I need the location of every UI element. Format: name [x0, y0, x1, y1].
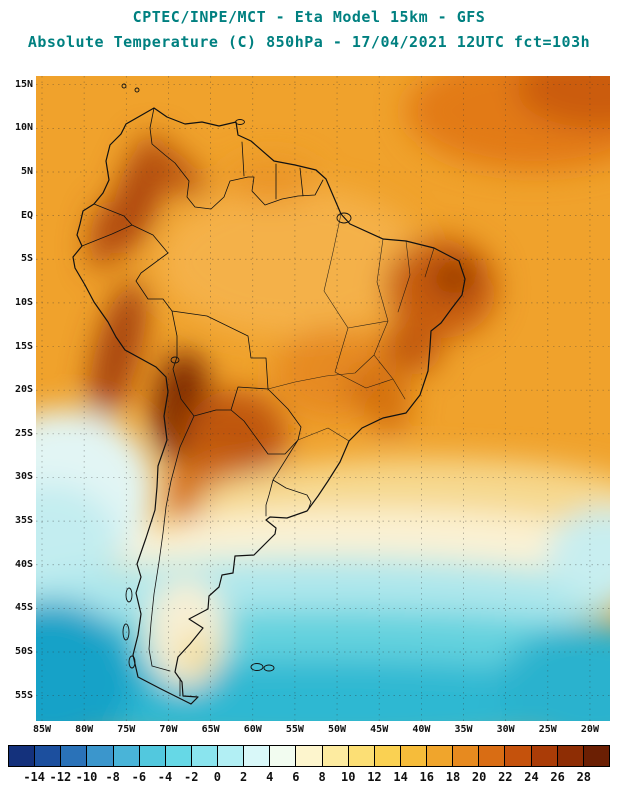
lat-tick-label: 55S — [14, 689, 33, 701]
lake-titicaca — [170, 356, 180, 364]
colorbar-tick-label: -10 — [75, 770, 98, 784]
lon-tick-label: 50W — [328, 724, 347, 735]
grid-lines-horizontal — [36, 84, 610, 697]
colorbar-tick-labels: -14 -12 -10 -8 -6 -4 -2 0 2 4 6 8 10 12 14 16 18 20 22 24 26… — [8, 770, 610, 785]
colorbar-tick-label: 18 — [445, 770, 461, 784]
colorbar-cell — [322, 746, 349, 766]
colorbar-cell — [270, 746, 297, 766]
lon-tick-label: 20W — [580, 724, 599, 735]
colorbar-tick-label: 6 — [292, 770, 300, 784]
lon-tick-label: 30W — [496, 724, 515, 735]
colorbar-tick-label: 24 — [524, 770, 539, 784]
lon-tick-label: 65W — [201, 724, 220, 735]
colorbar-tick-label: 0 — [213, 770, 222, 784]
island-falkland-east — [263, 664, 275, 672]
lon-tick-label: 25W — [538, 724, 557, 735]
lat-tick-label: 15S — [14, 340, 33, 352]
colorbar-tick-label: -4 — [157, 770, 173, 784]
lat-tick-label: 25S — [14, 427, 33, 439]
lat-tick-label: 5S — [20, 253, 33, 265]
lat-tick-label: EQ — [20, 209, 33, 221]
lat-tick-label: 10N — [14, 122, 33, 134]
colorbar-cell — [557, 746, 584, 766]
lon-tick-label: 55W — [285, 724, 304, 735]
colorbar-tick-label: 20 — [471, 770, 487, 784]
lon-tick-label: 40W — [412, 724, 431, 735]
colorbar-cell — [191, 746, 218, 766]
island-patagonia-archipelago-1 — [122, 623, 130, 641]
coastline-path — [72, 107, 466, 705]
islands — [121, 83, 352, 672]
colorbar-tick-label: -8 — [105, 770, 120, 784]
temperature-shading — [36, 76, 610, 721]
colorbar-cell — [479, 746, 506, 766]
island-caribbean-2 — [134, 87, 140, 93]
state-borders-path — [267, 213, 435, 442]
island-falkland-west — [250, 663, 264, 671]
colorbar-tick-label: -2 — [183, 770, 199, 784]
lat-tick-label: 10S — [14, 296, 33, 308]
lon-tick-label: 45W — [370, 724, 389, 735]
colorbar-cell — [218, 746, 245, 766]
colorbar-tick-label: 8 — [318, 770, 326, 784]
lat-tick-label: 5N — [20, 165, 33, 177]
colorbar-tick-label: -12 — [49, 770, 72, 784]
plot-titles: CPTEC/INPE/MCT - Eta Model 15km - GFS Ab… — [0, 8, 618, 51]
colorbar-tick-label: 28 — [576, 770, 592, 784]
colorbar-cell — [61, 746, 88, 766]
colorbar-tick-label: 22 — [498, 770, 513, 784]
lon-tick-label: 85W — [32, 724, 52, 735]
lat-tick-label: 35S — [14, 515, 33, 527]
lat-tick-label: 30S — [14, 471, 33, 483]
colorbar-cell — [9, 746, 36, 766]
colorbar-tick-label: 4 — [266, 770, 274, 784]
colorbar-cell — [505, 746, 532, 766]
colorbar-cell — [296, 746, 323, 766]
colorbar-cell — [113, 746, 140, 766]
temperature-colorbar — [8, 745, 610, 767]
colorbar-cell — [348, 746, 375, 766]
lat-tick-label: 20S — [14, 384, 33, 396]
colorbar-cell — [453, 746, 480, 766]
lon-tick-label: 35W — [454, 724, 473, 735]
colorbar-cell — [374, 746, 401, 766]
south-america-temperature-map — [36, 76, 610, 721]
lon-tick-label: 60W — [243, 724, 262, 735]
island-trinidad — [235, 119, 245, 125]
title-variable-line: Absolute Temperature (C) 850hPa - 17/04/… — [27, 33, 591, 51]
lon-tick-label: 80W — [75, 724, 94, 735]
lat-tick-label: 50S — [14, 646, 33, 658]
colorbar-tick-label: 16 — [419, 770, 435, 784]
map-plot-area — [36, 76, 610, 721]
colorbar-cell — [35, 746, 62, 766]
colorbar-cell — [87, 746, 114, 766]
colorbar-cell — [531, 746, 558, 766]
colorbar-tick-label: 2 — [239, 770, 248, 784]
title-model-line: CPTEC/INPE/MCT - Eta Model 15km - GFS — [132, 8, 486, 26]
colorbar-tick-label: 26 — [550, 770, 565, 784]
colorbar-tick-label: -14 — [23, 770, 46, 784]
colorbar-cell — [427, 746, 454, 766]
lat-tick-label: 40S — [14, 558, 33, 570]
colorbar-tick-label: 10 — [341, 770, 356, 784]
lat-tick-label: 45S — [14, 602, 33, 614]
page: CPTEC/INPE/MCT - Eta Model 15km - GFS Ab… — [0, 8, 618, 784]
colorbar-cell — [165, 746, 192, 766]
lat-tick-label: 15N — [14, 78, 33, 90]
colorbar-cell — [583, 746, 609, 766]
island-chiloe — [125, 587, 133, 603]
country-borders-path — [81, 107, 324, 697]
lon-tick-label: 70W — [159, 724, 178, 735]
colorbar-cell — [244, 746, 271, 766]
island-caribbean-1 — [121, 83, 127, 89]
colorbar-tick-label: 14 — [393, 770, 408, 784]
lon-tick-label: 75W — [117, 724, 136, 735]
island-patagonia-archipelago-2 — [128, 655, 136, 669]
colorbar-cell — [400, 746, 427, 766]
colorbar-cell — [139, 746, 166, 766]
coastline-and-borders — [72, 83, 466, 705]
island-marajo — [336, 212, 352, 224]
colorbar-tick-label: 12 — [367, 770, 382, 784]
colorbar-tick-label: -6 — [131, 770, 147, 784]
